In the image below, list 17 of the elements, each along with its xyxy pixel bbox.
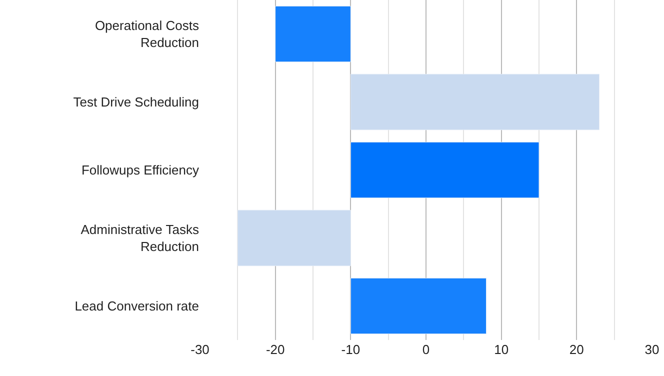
x-tick-label: 10	[494, 342, 509, 357]
bar	[237, 210, 351, 266]
y-tick-label: Test Drive Scheduling	[73, 94, 199, 110]
bar	[275, 6, 351, 62]
bar	[350, 278, 487, 334]
y-tick-label: Lead Conversion rate	[74, 298, 199, 314]
bar	[350, 142, 540, 198]
x-tick-label: -20	[266, 342, 285, 357]
y-tick-label: Operational Costs Reduction	[94, 18, 200, 50]
y-tick-label: Administrative Tasks Reduction	[80, 222, 200, 254]
x-tick-label: -10	[341, 342, 360, 357]
x-tick-label: 30	[644, 342, 660, 357]
bar	[350, 74, 600, 130]
x-tick-label: 20	[569, 342, 584, 357]
y-tick-label: Followups Efficiency	[81, 162, 200, 178]
x-tick-label: -30	[190, 342, 210, 357]
x-tick-label: 0	[422, 342, 430, 357]
